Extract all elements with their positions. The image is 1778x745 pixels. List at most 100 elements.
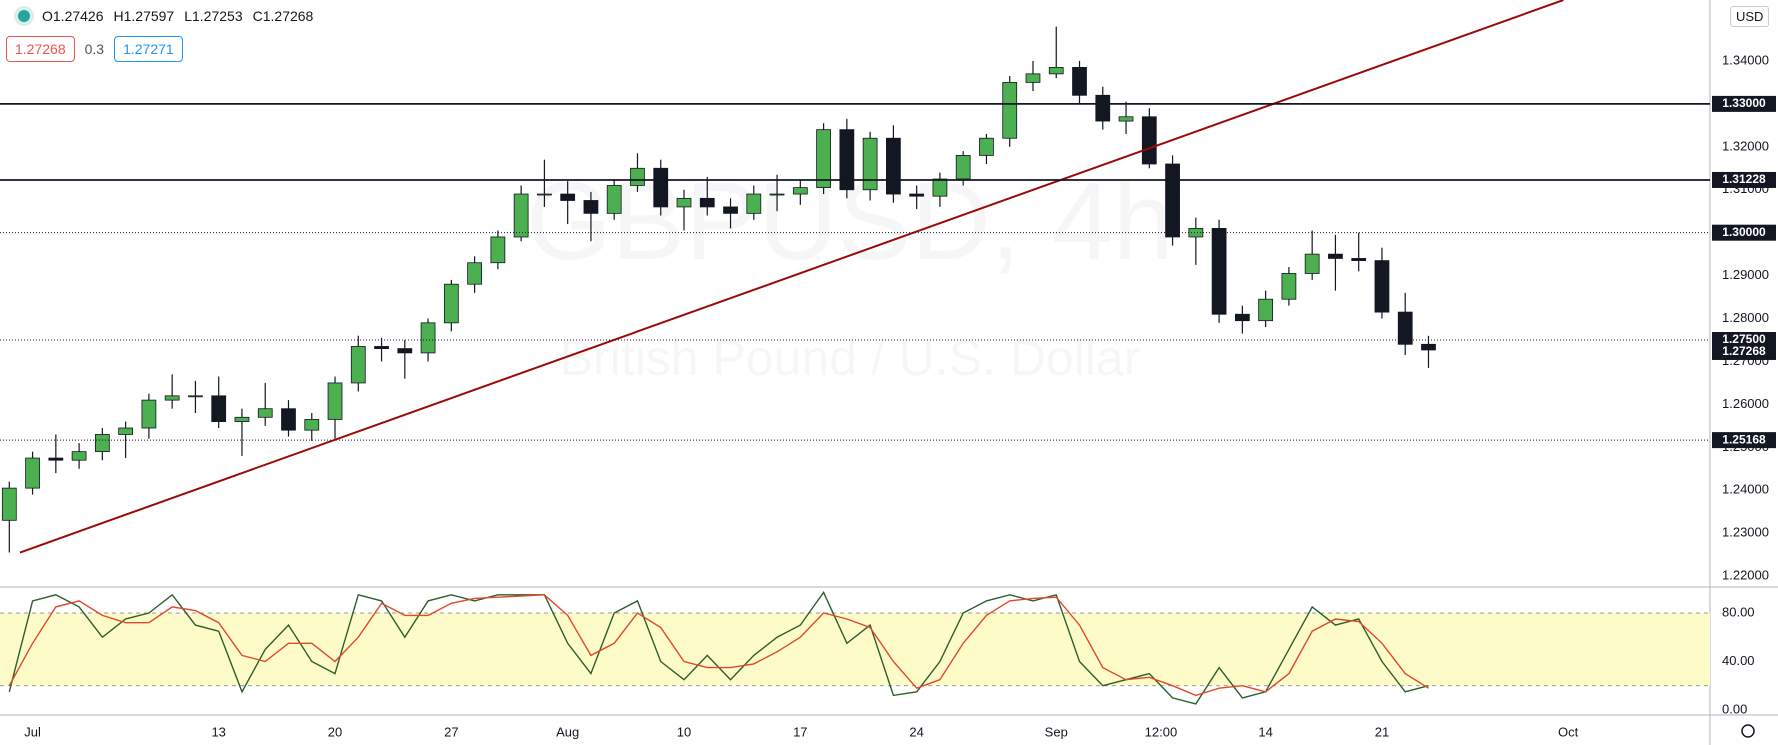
- candle-body: [955, 155, 971, 180]
- candle-body: [653, 167, 669, 208]
- candle-body: [281, 408, 296, 431]
- y-tick-label: 1.28000: [1722, 310, 1769, 325]
- watermark-description: British Pound / U.S. Dollar: [560, 330, 1141, 386]
- candle-body: [979, 137, 994, 156]
- candle-body: [188, 395, 203, 398]
- candle-body: [467, 262, 482, 285]
- candle-body: [676, 197, 692, 208]
- ohlc-legend: O1.27426 H1.27597 L1.27253 C1.27268: [42, 8, 313, 24]
- candle-body: [257, 408, 273, 418]
- x-tick-label: 24: [909, 724, 923, 739]
- high-value: H1.27597: [113, 8, 175, 24]
- candle-body: [606, 185, 622, 214]
- candle-body: [1211, 227, 1227, 315]
- candle-body: [699, 197, 715, 208]
- level-label-bg: [1712, 224, 1776, 241]
- candle-body: [304, 419, 320, 431]
- candle-body: [94, 434, 110, 453]
- candle-body: [1328, 253, 1343, 259]
- candle-body: [560, 193, 576, 201]
- candle-body: [1397, 311, 1413, 345]
- level-label: 1.31228: [1722, 172, 1766, 186]
- candle-body: [118, 427, 134, 435]
- level-label: 1.25168: [1722, 432, 1766, 446]
- level-label: 1.30000: [1722, 225, 1766, 239]
- level-label: 1.33000: [1722, 96, 1766, 110]
- candle-body: [1141, 116, 1157, 165]
- y-tick-label: 1.26000: [1722, 396, 1769, 411]
- x-tick-label: 10: [677, 724, 691, 739]
- candle-body: [25, 457, 40, 489]
- x-tick-label: 21: [1375, 724, 1389, 739]
- spread: 0.3: [84, 41, 105, 57]
- candle-body: [839, 129, 855, 191]
- x-tick-label: Sep: [1045, 724, 1068, 739]
- candle-body: [816, 129, 831, 189]
- candle-body: [164, 395, 180, 401]
- y-tick-label: 1.22000: [1722, 568, 1769, 583]
- x-tick-label: Aug: [556, 724, 579, 739]
- candle-body: [1351, 258, 1367, 261]
- y-tick-label: 1.32000: [1722, 138, 1769, 153]
- candle-body: [1165, 163, 1180, 238]
- close-value: C1.27268: [252, 8, 314, 24]
- candle-body: [932, 178, 948, 197]
- candle-body: [1, 487, 17, 521]
- trendline: [19, 0, 1564, 554]
- candle-body: [1374, 260, 1390, 313]
- trade-buttons: 1.27268 0.3 1.27271: [6, 36, 183, 62]
- y-tick-label: 40.00: [1722, 653, 1755, 668]
- candle-body: [48, 457, 64, 461]
- candle-body: [723, 206, 738, 214]
- x-tick-label: 14: [1258, 724, 1272, 739]
- candle-body: [583, 200, 599, 214]
- candle-body: [443, 283, 459, 324]
- last-price-label: 1.27268: [1722, 344, 1766, 358]
- candle-body: [211, 395, 227, 422]
- candle-body: [746, 193, 762, 214]
- sell-button[interactable]: 1.27268: [6, 36, 75, 62]
- candle-body: [234, 416, 250, 422]
- candle-body: [1025, 73, 1041, 83]
- y-tick-label: 80.00: [1722, 604, 1755, 619]
- currency-button[interactable]: USD: [1730, 6, 1770, 27]
- x-tick-label: Oct: [1558, 724, 1579, 739]
- candle-body: [1118, 116, 1134, 122]
- y-tick-label: 1.29000: [1722, 267, 1769, 282]
- band: [0, 612, 1710, 686]
- stochastic-line: [8, 594, 1429, 697]
- candle-body: [420, 322, 436, 354]
- x-tick-label: 27: [444, 724, 458, 739]
- candle-body: [1095, 94, 1111, 122]
- buy-button[interactable]: 1.27271: [114, 36, 183, 62]
- x-tick-label: 17: [793, 724, 807, 739]
- x-tick-label: 20: [328, 724, 342, 739]
- candle-body: [1048, 67, 1064, 75]
- candle-body: [327, 382, 343, 420]
- status-dot: [18, 10, 30, 22]
- y-tick-label: 1.34000: [1722, 52, 1769, 67]
- y-tick-label: 1.23000: [1722, 525, 1769, 540]
- settings-icon: [1741, 724, 1755, 738]
- candle-body: [1281, 273, 1297, 300]
- candle-body: [1258, 298, 1274, 322]
- candle-body: [141, 399, 157, 429]
- candle-body: [513, 193, 529, 238]
- candle-body: [1234, 313, 1250, 322]
- candle-body: [792, 187, 808, 195]
- candle-body: [769, 193, 785, 196]
- x-tick-label: Jul: [24, 724, 41, 739]
- x-tick-label: 12:00: [1145, 724, 1178, 739]
- y-tick-label: 1.24000: [1722, 482, 1769, 497]
- candle-body: [374, 346, 389, 349]
- candle-body: [630, 167, 645, 186]
- candle-body: [886, 137, 901, 195]
- level-label-bg: [1712, 95, 1776, 112]
- candle-body: [1304, 253, 1320, 274]
- candle-body: [862, 137, 878, 191]
- candle-body: [350, 346, 366, 384]
- low-value: L1.27253: [184, 8, 243, 24]
- level-label: 1.27500: [1722, 332, 1766, 346]
